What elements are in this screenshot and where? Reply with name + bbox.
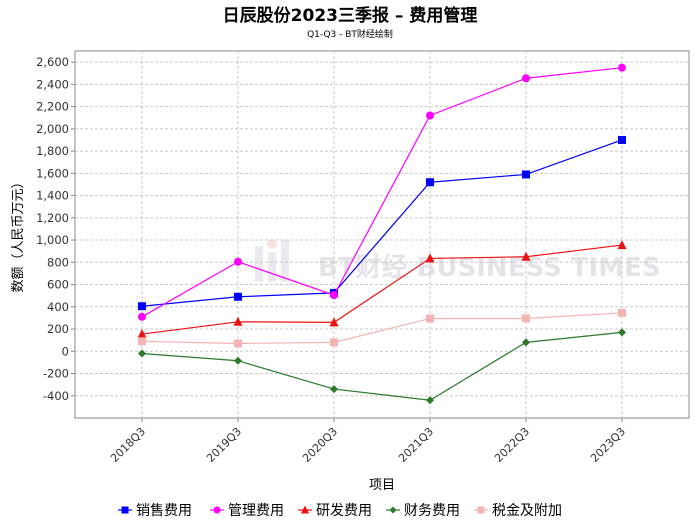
data-point — [618, 63, 626, 72]
watermark-logo-bar — [281, 240, 289, 282]
y-tick-label: 1,000 — [36, 233, 69, 247]
legend-marker — [389, 506, 397, 514]
series-5 — [138, 308, 626, 348]
y-axis-label: 数额（人民币万元） — [11, 175, 26, 292]
y-tick-label: 2,000 — [36, 122, 69, 136]
legend-label: 管理费用 — [228, 503, 284, 519]
y-tick-label: 400 — [47, 300, 69, 314]
y-tick-label: 1,600 — [36, 166, 69, 180]
series-line — [141, 331, 623, 401]
x-tick-label: 2022Q3 — [492, 425, 532, 465]
legend-marker — [301, 505, 309, 514]
data-point — [234, 257, 242, 266]
series-line — [141, 67, 623, 318]
y-tick-label: 800 — [47, 255, 69, 269]
data-point — [138, 302, 146, 311]
y-tick-label: -400 — [43, 389, 69, 403]
data-point — [522, 170, 530, 179]
legend-item: 管理费用 — [210, 503, 284, 519]
legend-item: 销售费用 — [118, 503, 192, 519]
legend-item: 财务费用 — [386, 503, 460, 519]
data-point — [618, 308, 626, 317]
legend-item: 税金及附加 — [474, 503, 562, 519]
data-point — [138, 312, 146, 321]
data-point — [522, 338, 530, 347]
chart-subtitle: Q1-Q3 - BT财经绘制 — [307, 28, 393, 40]
legend-label: 税金及附加 — [492, 503, 562, 519]
data-point — [330, 291, 338, 300]
data-point — [234, 292, 242, 301]
legend-item: 研发费用 — [298, 503, 372, 519]
series-line — [141, 244, 623, 335]
data-point — [138, 337, 146, 346]
watermark-logo-bar — [268, 252, 276, 282]
y-tick-label: 1,200 — [36, 211, 69, 225]
data-point — [522, 74, 530, 83]
x-tick-label: 2023Q3 — [588, 425, 628, 465]
legend-label: 财务费用 — [404, 503, 460, 519]
watermark-logo-dot — [267, 239, 277, 249]
data-point — [137, 329, 147, 339]
y-tick-label: 2,200 — [36, 100, 69, 114]
data-point — [330, 338, 338, 347]
data-point — [234, 356, 242, 365]
legend-label: 研发费用 — [316, 503, 372, 519]
data-point — [329, 317, 339, 327]
data-point — [618, 135, 626, 144]
y-tick-label: 600 — [47, 278, 69, 292]
data-point — [521, 251, 531, 261]
x-axis-label: 项目 — [369, 478, 395, 493]
y-tick-label: 2,400 — [36, 77, 69, 91]
x-tick-label: 2021Q3 — [396, 425, 436, 465]
y-tick-label: 200 — [47, 322, 69, 336]
series-2 — [138, 63, 626, 321]
data-point — [233, 316, 243, 326]
y-tick-label: 0 — [62, 344, 69, 358]
legend: 销售费用 管理费用 研发费用 财务费用 税金及附加 — [118, 503, 562, 519]
y-tick-label: 1,400 — [36, 189, 69, 203]
series-group — [137, 63, 627, 405]
chart-title: 日辰股份2023三季报 – 费用管理 — [223, 5, 478, 26]
x-tick-label: 2020Q3 — [300, 425, 340, 465]
x-tick-label: 2018Q3 — [108, 425, 148, 465]
y-axis: -400 -200 0 200 400 600 800 1,000 1,200 1,400 1,60… — [36, 55, 75, 403]
data-point — [426, 111, 434, 120]
data-point — [138, 349, 146, 358]
data-point — [426, 396, 434, 405]
data-point — [330, 385, 338, 394]
data-point — [618, 328, 626, 337]
plot-area — [74, 50, 690, 419]
data-point — [234, 339, 242, 348]
series-3 — [137, 240, 627, 339]
legend-marker — [121, 506, 129, 514]
x-axis: 2018Q3 2019Q3 2020Q3 2021Q3 2022Q3 2023Q3 — [108, 418, 628, 465]
legend-marker — [477, 506, 485, 514]
data-point — [426, 314, 434, 323]
legend-label: 销售费用 — [136, 503, 192, 519]
y-tick-label: 1,800 — [36, 144, 69, 158]
series-4 — [138, 328, 626, 405]
series-line — [141, 139, 623, 307]
y-tick-label: -200 — [43, 367, 69, 381]
watermark-logo-bar — [255, 246, 263, 282]
data-point — [426, 178, 434, 187]
x-tick-label: 2019Q3 — [204, 425, 244, 465]
data-point — [425, 253, 435, 263]
series-line — [141, 312, 623, 345]
data-point — [617, 240, 627, 250]
y-tick-label: 2,600 — [36, 55, 69, 69]
legend-marker — [213, 506, 221, 514]
data-point — [522, 314, 530, 323]
watermark-text: BT财经 BUSINESS TIMES — [318, 252, 661, 283]
